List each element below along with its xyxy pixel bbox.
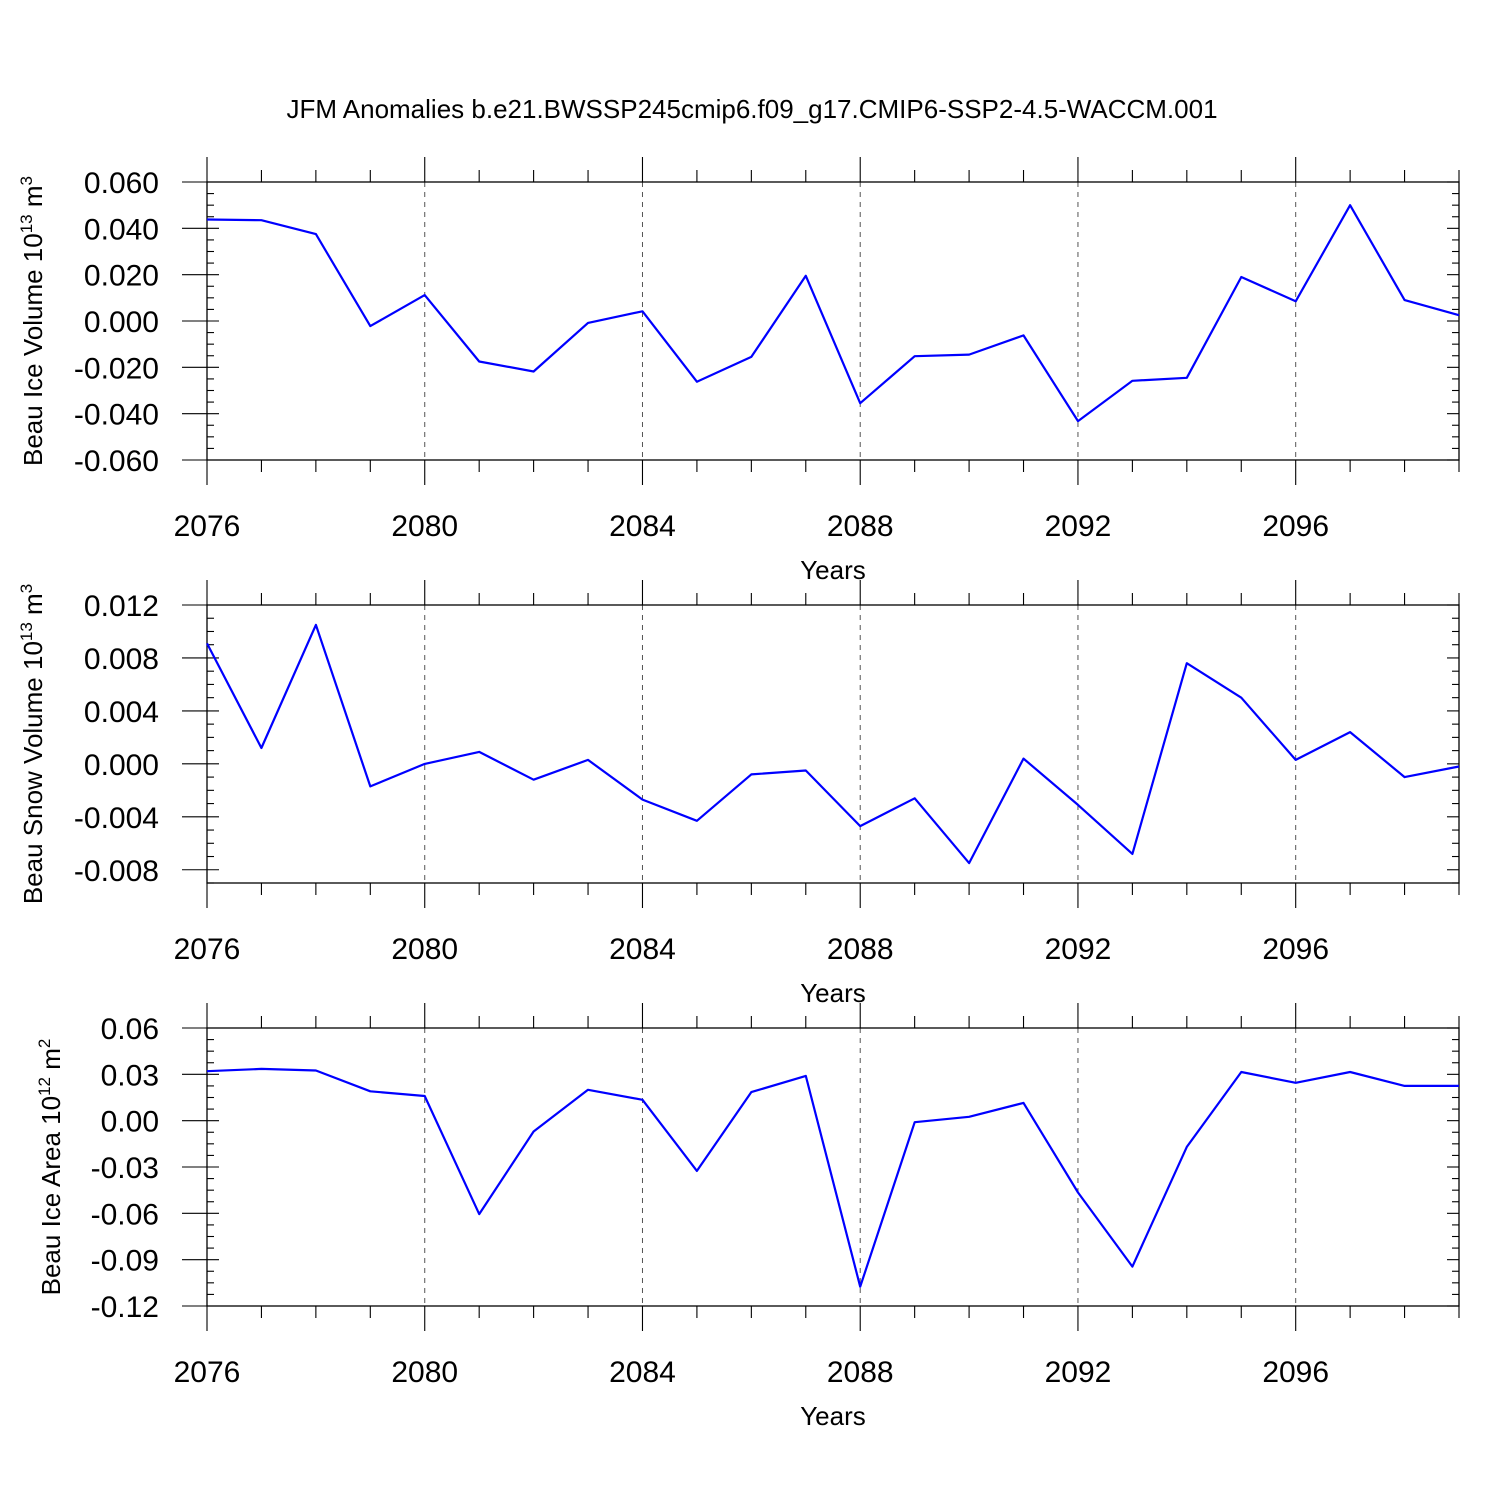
y-tick-label: 0.000 — [84, 749, 159, 782]
y-tick-label: 0.060 — [84, 167, 159, 200]
x-tick-label: 2092 — [1045, 1356, 1112, 1389]
plot-frame — [206, 1027, 1460, 1307]
y-axis-title: Beau Ice Volume 1013 m3 — [17, 176, 48, 466]
x-tick-label: 2080 — [391, 1356, 458, 1389]
x-tick-label: 2080 — [391, 933, 458, 966]
x-tick-label: 2084 — [609, 933, 676, 966]
series-line — [206, 1067, 1459, 1288]
x-axis-title: Years — [800, 1401, 866, 1431]
y-tick-label: 0.004 — [84, 696, 159, 729]
x-tick-label: 2084 — [609, 510, 676, 543]
plot-frame — [206, 181, 1460, 461]
y-tick-label: 0.020 — [84, 260, 159, 293]
y-tick-label: 0.03 — [101, 1059, 159, 1092]
y-tick-label: -0.03 — [91, 1152, 159, 1185]
x-tick-label: 2088 — [827, 1356, 894, 1389]
plot-frame — [206, 604, 1460, 884]
y-tick-label: -0.004 — [74, 802, 159, 835]
y-tick-label: -0.060 — [74, 445, 159, 478]
x-tick-label: 2096 — [1262, 1356, 1329, 1389]
y-tick-label: 0.000 — [84, 306, 159, 339]
panel-2: 2076 2080 2084 2088 2092 2096 -0.008 -0.004 0.00… — [17, 580, 1460, 1008]
x-tick-label: 2084 — [609, 1356, 676, 1389]
y-tick-label: 0.00 — [101, 1106, 159, 1139]
x-tick-label: 2092 — [1045, 510, 1112, 543]
x-tick-label: 2076 — [174, 1356, 241, 1389]
series-line — [206, 623, 1460, 865]
y-tick-label: -0.008 — [74, 855, 159, 888]
x-tick-label: 2092 — [1045, 933, 1112, 966]
x-tick-label: 2088 — [827, 933, 894, 966]
y-tick-label: 0.008 — [84, 643, 159, 676]
x-tick-label: 2076 — [174, 933, 241, 966]
panel-3: 2076 2080 2084 2088 2092 2096 -0.12 -0.09 -0.06 -… — [35, 1003, 1460, 1431]
y-axis-title: Beau Ice Area 1012 m2 — [35, 1039, 66, 1296]
x-tick-label: 2096 — [1262, 933, 1329, 966]
x-axis-title: Years — [800, 978, 866, 1008]
x-tick-label: 2080 — [391, 510, 458, 543]
y-axis-title: Beau Snow Volume 1013 m3 — [17, 584, 48, 904]
y-tick-label: -0.020 — [74, 352, 159, 385]
y-tick-label: 0.012 — [84, 590, 159, 623]
y-tick-label: -0.040 — [74, 399, 159, 432]
figure-title: JFM Anomalies b.e21.BWSSP245cmip6.f09_g1… — [286, 94, 1217, 124]
y-tick-label: -0.06 — [91, 1198, 159, 1231]
y-tick-label: -0.12 — [91, 1291, 159, 1324]
x-tick-label: 2076 — [174, 510, 241, 543]
panel-1: 2076 2080 2084 2088 2092 2096 -0.060 -0.040 -0.0… — [17, 157, 1460, 585]
y-tick-label: 0.040 — [84, 213, 159, 246]
x-tick-label: 2088 — [827, 510, 894, 543]
y-tick-label: -0.09 — [91, 1245, 159, 1278]
series-line — [206, 204, 1460, 423]
x-axis-title: Years — [800, 555, 866, 585]
x-tick-label: 2096 — [1262, 510, 1329, 543]
y-tick-label: 0.06 — [101, 1013, 159, 1046]
